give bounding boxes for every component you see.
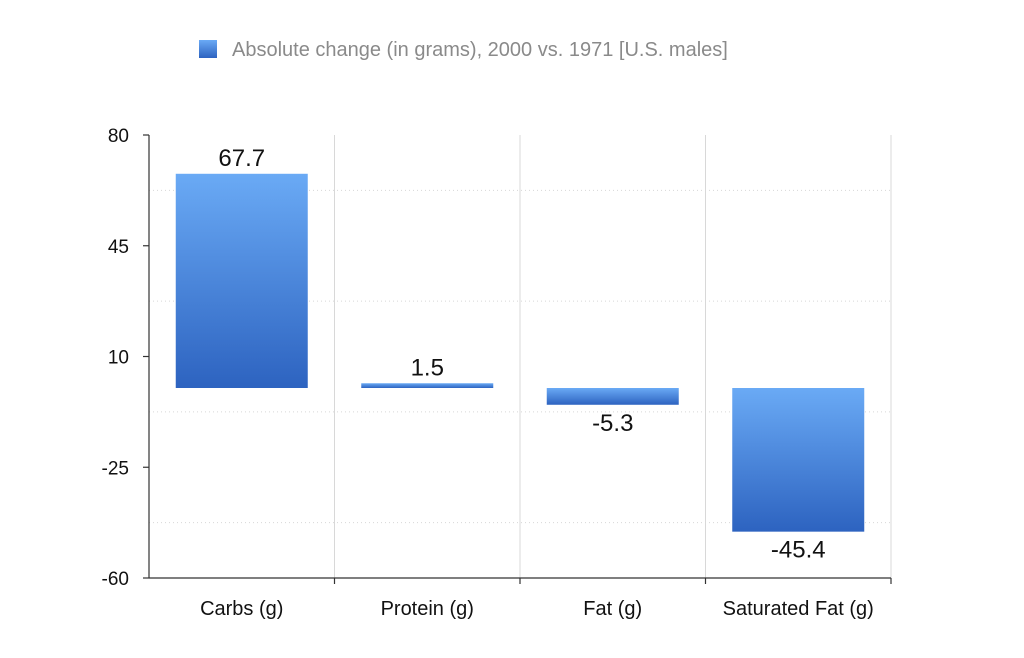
x-category-label: Fat (g) [583,598,642,620]
y-tick-label: -25 [102,458,129,479]
grid [149,135,892,578]
y-tick-label: 45 [108,237,129,258]
x-category-label: Protein (g) [381,598,474,620]
data-label: -45.4 [771,537,826,564]
bar [175,173,308,388]
data-label: 67.7 [218,145,265,172]
legend-swatch [199,40,217,58]
data-label: -5.3 [592,410,633,437]
bars [175,173,865,532]
bar [546,388,679,405]
y-tick-label: 80 [108,126,129,147]
axes: 80 45 10 -25 -60 [102,126,892,590]
legend: Absolute change (in grams), 2000 vs. 197… [199,39,728,61]
x-category-label: Saturated Fat (g) [723,598,874,620]
y-tick-label: 10 [108,348,129,369]
x-category-label: Carbs (g) [200,598,283,620]
data-label: 1.5 [411,354,444,381]
legend-label: Absolute change (in grams), 2000 vs. 197… [232,39,728,61]
bar [361,383,494,388]
bar [732,388,865,532]
labels: 67.7 Carbs (g) 1.5 Protein (g) -5.3 Fat (g) -4… [200,145,874,620]
y-tick-label: -60 [102,569,129,590]
